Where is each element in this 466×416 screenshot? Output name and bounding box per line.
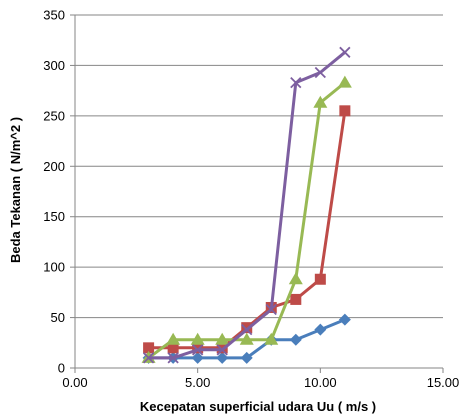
data-point (216, 342, 228, 354)
y-tick-label: 300 (43, 58, 65, 73)
data-point (338, 313, 351, 326)
x-tick-label: 15.00 (427, 375, 460, 390)
data-point (339, 46, 351, 58)
data-point (241, 322, 253, 334)
gridlines (75, 14, 443, 319)
tick-labels: 0 50 100 150 200 250 300 350 0.00 5.00 10.00 15.00 (43, 8, 459, 391)
data-point (143, 342, 155, 354)
data-point (337, 75, 352, 88)
y-tick-label: 100 (43, 260, 65, 275)
series-3 (141, 75, 352, 363)
data-point (265, 303, 277, 316)
y-tick-label: 200 (43, 159, 65, 174)
data-point (216, 344, 228, 356)
data-point (215, 332, 230, 345)
data-point (192, 342, 204, 354)
data-point (290, 293, 302, 305)
series-line (147, 81, 346, 360)
y-tick-label: 250 (43, 108, 65, 123)
x-axis-title: Kecepatan superficial udara Uu ( m/s ) (140, 399, 376, 414)
y-tick-label: 350 (43, 8, 65, 23)
series-2 (143, 105, 351, 354)
data-point (167, 342, 179, 354)
data-point (313, 95, 328, 108)
data-point (314, 273, 326, 285)
y-tick-label: 50 (51, 310, 65, 325)
data-point (191, 351, 204, 364)
data-point (192, 344, 204, 356)
data-point (314, 323, 327, 336)
series-4 (142, 46, 351, 364)
data-point (241, 324, 253, 336)
data-point (339, 105, 351, 117)
data-point (167, 352, 179, 364)
data-point (314, 66, 326, 79)
data-point (166, 332, 181, 345)
x-tick-label: 0.00 (62, 375, 87, 390)
data-point (239, 332, 254, 345)
y-axis-title: Beda Tekanan ( N/m^2 ) (8, 117, 23, 263)
x-tick-label: 5.00 (185, 375, 210, 390)
series-line (148, 51, 346, 360)
data-point (289, 333, 302, 346)
data-point (216, 351, 229, 364)
x-tick-label: 10.00 (304, 375, 337, 390)
data-point (288, 272, 303, 285)
axes (70, 14, 444, 373)
y-tick-label: 0 (58, 361, 65, 376)
data-point (240, 351, 253, 364)
data-point (142, 352, 155, 364)
data-point (190, 332, 205, 345)
data-point (264, 332, 279, 345)
data-point (290, 76, 302, 89)
y-tick-label: 150 (43, 209, 65, 224)
series-layer (141, 46, 352, 364)
